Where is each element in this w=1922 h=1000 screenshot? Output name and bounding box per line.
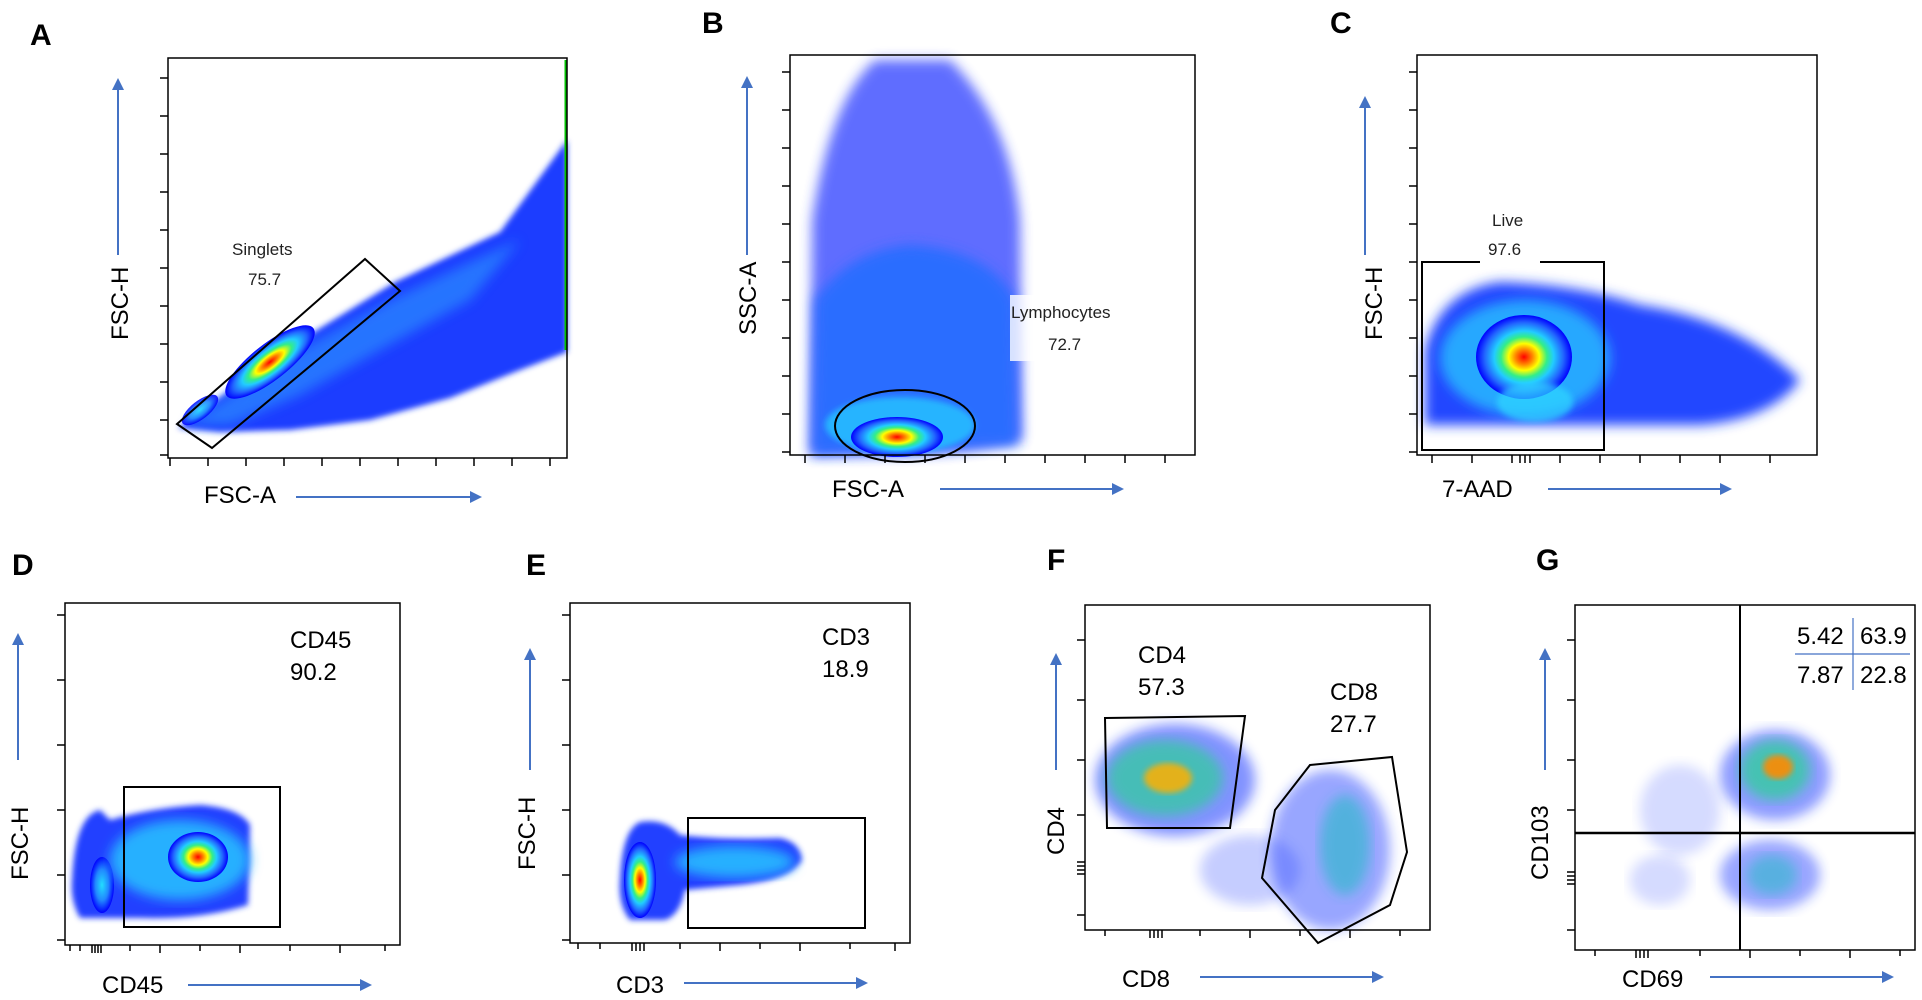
panel-e-gate-value: 18.9 <box>822 656 869 683</box>
panel-b-x-label: FSC-A <box>832 476 904 503</box>
panel-c-x-label: 7-AAD <box>1442 476 1513 503</box>
panel-c-plot-frame <box>1416 54 1818 456</box>
panel-g-quadrant-top-right: 63.9 <box>1860 623 1907 650</box>
panel-g-density-cloud <box>1630 730 1830 910</box>
panel-b-label-backdrop <box>1010 295 1122 361</box>
panel-b-density-cloud <box>810 60 1022 457</box>
panel-b-y-ticks <box>782 71 790 453</box>
panel-a: A Singlets 75.7 FSC-A <box>30 19 568 509</box>
panel-g-y-arrow <box>1539 648 1551 770</box>
panel-a-x-ticks <box>169 458 551 466</box>
panel-c-gate-value: 97.6 <box>1488 240 1521 259</box>
panel-f-x-label: CD8 <box>1122 966 1170 993</box>
panel-a-y-arrow <box>112 78 124 255</box>
panel-g-y-label: CD103 <box>1527 805 1554 880</box>
panel-c-y-label: FSC-H <box>1361 267 1388 340</box>
panel-b-lymphocytes-gate <box>834 389 976 463</box>
panel-c-y-ticks <box>1409 71 1417 453</box>
panel-e-x-ticks <box>577 943 896 951</box>
panel-b-x-ticks <box>804 455 1166 463</box>
panel-a-y-label: FSC-H <box>107 267 134 340</box>
panel-b-gate-name: Lymphocytes <box>1011 303 1111 322</box>
panel-g-x-arrow <box>1710 971 1894 983</box>
panel-b-y-label: SSC-A <box>735 262 762 335</box>
panel-c: C Live 97.6 7-AAD <box>1330 7 1818 503</box>
panel-e-gate-name: CD3 <box>822 624 870 651</box>
panel-d-y-label: FSC-H <box>7 807 34 880</box>
panel-a-singlets-gate <box>175 257 402 450</box>
panel-f-x-arrow <box>1200 971 1384 983</box>
panel-d-plot-frame <box>64 602 401 946</box>
panel-d-gate-value: 90.2 <box>290 659 337 686</box>
panel-a-x-arrow <box>296 491 482 503</box>
panel-f-density-cloud <box>1095 724 1390 930</box>
panel-d-x-ticks <box>69 945 386 953</box>
panel-c-label-backdrop <box>1480 232 1540 266</box>
panel-c-density-cloud <box>1425 282 1800 425</box>
panel-g-x-label: CD69 <box>1622 966 1683 993</box>
panel-b: B Lymphocytes 72.7 FSC-A <box>702 7 1196 503</box>
panel-f-cd8-gate-value: 27.7 <box>1330 711 1377 738</box>
panel-a-y-ticks <box>160 77 168 456</box>
panel-e-y-label: FSC-H <box>514 797 541 870</box>
panel-letter-e: E <box>526 549 546 582</box>
panel-letter-b: B <box>702 7 724 40</box>
panel-g-plot-frame <box>1574 604 1916 951</box>
panel-f-y-ticks <box>1077 639 1085 916</box>
panel-d-x-label: CD45 <box>102 972 163 999</box>
panel-f-x-ticks <box>1104 930 1401 938</box>
panel-e-y-arrow <box>524 648 536 770</box>
panel-b-plot-frame <box>789 54 1196 456</box>
panel-f: F CD4 57.3 CD8 27.7 CD8 <box>1043 544 1431 993</box>
panel-d-density-cloud <box>71 805 251 919</box>
panel-a-density-cloud <box>178 60 568 432</box>
panel-g-quadrant-bottom-right: 22.8 <box>1860 662 1907 689</box>
panel-f-y-label: CD4 <box>1043 807 1070 855</box>
panel-c-gate-name: Live <box>1492 211 1523 230</box>
panel-letter-c: C <box>1330 7 1352 40</box>
panel-g-x-ticks <box>1594 950 1901 958</box>
panel-d-y-ticks <box>57 614 65 941</box>
panel-c-y-arrow <box>1359 96 1371 255</box>
panel-c-x-ticks <box>1431 455 1771 463</box>
panel-f-plot-frame <box>1084 604 1431 931</box>
panel-c-x-arrow <box>1548 483 1732 495</box>
panel-d-cd45-gate <box>123 786 281 928</box>
panel-f-cd4-gate-value: 57.3 <box>1138 674 1185 701</box>
panel-e-y-ticks <box>562 614 570 941</box>
panel-d-y-arrow <box>12 633 24 760</box>
panel-f-cd8-gate <box>1260 755 1409 945</box>
panel-letter-g: G <box>1536 544 1559 577</box>
panel-f-cd4-gate <box>1103 714 1247 829</box>
panel-e: E CD3 18.9 CD3 FSC-H <box>514 549 911 999</box>
panel-g-quadrant-top-left: 5.42 <box>1797 623 1844 650</box>
panel-e-x-label: CD3 <box>616 972 664 999</box>
panel-e-cd3-gate <box>687 817 866 929</box>
panel-g: G 5.42 63.9 7. <box>1527 544 1916 993</box>
panel-f-cd4-gate-name: CD4 <box>1138 642 1186 669</box>
panel-a-plot-frame <box>167 57 568 459</box>
panel-letter-a: A <box>30 19 52 52</box>
panel-f-cd8-gate-name: CD8 <box>1330 679 1378 706</box>
panel-letter-d: D <box>12 549 34 582</box>
panel-d-gate-name: CD45 <box>290 627 351 654</box>
panel-f-y-arrow <box>1050 653 1062 770</box>
panel-b-gate-value: 72.7 <box>1048 335 1081 354</box>
panel-a-gate-value: 75.7 <box>248 270 281 289</box>
panel-a-x-label: FSC-A <box>204 482 276 509</box>
panel-e-plot-frame <box>569 602 911 944</box>
panel-e-x-arrow <box>684 977 868 989</box>
panel-d-x-arrow <box>188 979 372 991</box>
panel-g-y-ticks <box>1567 639 1575 931</box>
panel-g-quadrant-bottom-left: 7.87 <box>1797 662 1844 689</box>
panel-e-density-cloud <box>619 821 802 920</box>
panel-letter-f: F <box>1047 544 1065 577</box>
panel-a-gate-name: Singlets <box>232 240 292 259</box>
panel-b-x-arrow <box>940 483 1124 495</box>
panel-d: D CD45 90.2 CD45 FSC-H <box>7 549 401 999</box>
panel-b-y-arrow <box>741 76 753 255</box>
